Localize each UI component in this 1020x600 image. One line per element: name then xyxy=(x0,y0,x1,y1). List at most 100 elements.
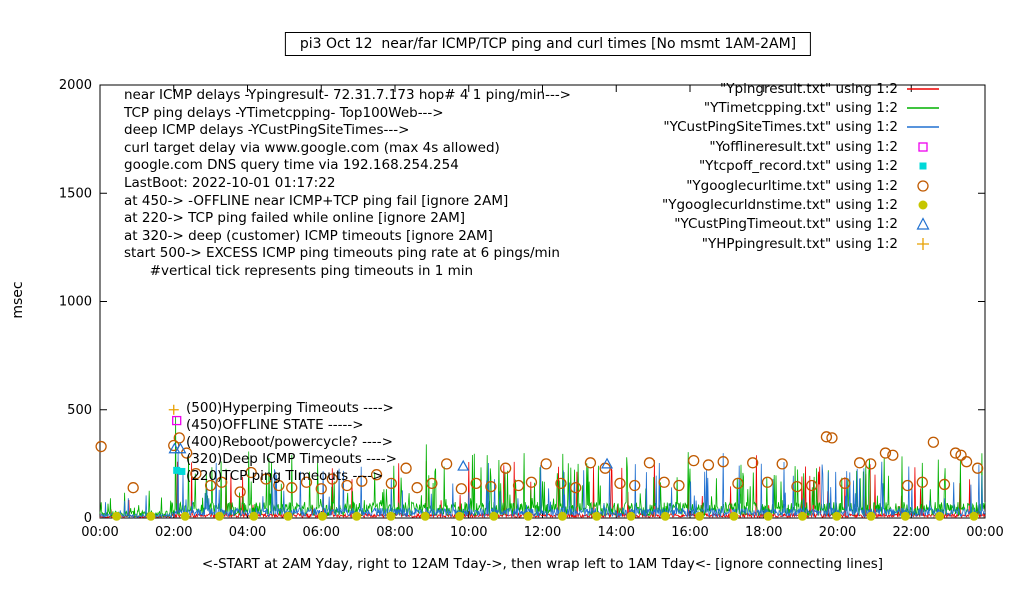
series-point-ygooglecurltime-txt xyxy=(747,457,759,469)
series-point-ygooglecurldnstime-txt xyxy=(695,511,705,521)
event-label-450: (450)OFFLINE STATE -----> xyxy=(186,417,364,433)
series-point-ygooglecurltime-txt xyxy=(820,431,833,443)
series-point-ygooglecurltime-txt xyxy=(839,477,851,490)
legend-row: "YCustPingSiteTimes.txt" using 1:2 xyxy=(662,118,942,137)
series-point-ygooglecurltime-txt xyxy=(190,467,202,480)
series-point-ygooglecurltime-txt xyxy=(385,477,397,490)
series-point-ygooglecurltime-txt xyxy=(658,476,670,488)
open-circle-icon xyxy=(904,179,942,193)
series-point-ygooglecurldnstime-txt xyxy=(900,511,910,521)
series-point-ygooglecurldnstime-txt xyxy=(489,511,499,521)
series-point-ygooglecurltime-txt xyxy=(245,466,257,479)
plus-marker-icon xyxy=(904,237,942,251)
info-line: at 320-> deep (customer) ICMP timeouts [… xyxy=(124,227,493,244)
series-point-ygooglecurltime-txt xyxy=(717,456,729,468)
legend-label: "YTimetcpping.txt" using 1:2 xyxy=(703,100,898,117)
series-point-ygooglecurldnstime-txt xyxy=(146,511,156,521)
x-tick-label: 16:00 xyxy=(671,525,708,540)
series-point-ygooglecurltime-txt xyxy=(273,479,285,492)
green-line-sample-icon xyxy=(904,101,942,115)
info-line: start 500-> EXCESS ICMP ping timeouts pi… xyxy=(124,245,560,262)
series-point-ygooglecurltime-txt xyxy=(938,478,951,491)
y-tick-label: 1000 xyxy=(59,295,92,310)
series-point-ygooglecurltime-txt xyxy=(127,482,139,494)
series-point-ygooglecurldnstime-txt xyxy=(626,511,636,521)
y-tick-label: 1500 xyxy=(59,186,92,201)
series-point-yhppingresult-txt xyxy=(168,404,179,415)
x-tick-label: 04:00 xyxy=(229,525,266,540)
series-point-ygooglecurltime-txt xyxy=(949,447,962,459)
x-tick-label: 14:00 xyxy=(598,525,635,540)
x-tick-label: 20:00 xyxy=(819,525,856,540)
series-point-ygooglecurldnstime-txt xyxy=(797,511,807,521)
series-point-ygooglecurltime-txt xyxy=(971,462,984,474)
series-point-ygooglecurltime-txt xyxy=(688,454,700,467)
series-point-ygooglecurltime-txt xyxy=(173,432,185,444)
series-point-ygooglecurltime-txt xyxy=(901,479,914,492)
series-point-ygooglecurltime-txt xyxy=(570,482,582,494)
info-line: at 450-> -OFFLINE near ICMP+TCP ping fai… xyxy=(124,192,509,209)
legend-row: "Ygooglecurltime.txt" using 1:2 xyxy=(662,176,942,195)
series-point-ygooglecurltime-txt xyxy=(356,475,368,487)
series-point-ygooglecurltime-txt xyxy=(806,479,818,492)
series-point-ygooglecurldnstime-txt xyxy=(969,511,979,521)
x-tick-label: 00:00 xyxy=(81,525,118,540)
y-tick-label: 0 xyxy=(84,511,92,526)
series-point-ygooglecurltime-txt xyxy=(853,457,866,469)
y-axis-label: msec xyxy=(10,281,26,319)
x-tick-label: 06:00 xyxy=(303,525,340,540)
legend-label: "Ygooglecurltime.txt" using 1:2 xyxy=(686,177,898,194)
series-point-ygooglecurltime-txt xyxy=(440,458,453,470)
y-tick-label: 500 xyxy=(67,403,92,418)
event-label-220: (220)TCP ping TImeouts ----> xyxy=(186,468,384,484)
x-axis-label: <-START at 2AM Yday, right to 12AM Tday-… xyxy=(201,556,884,572)
series-point-ygooglecurldnstime-txt xyxy=(249,511,259,521)
series-point-ygooglecurldnstime-txt xyxy=(112,511,122,521)
series-point-ygooglecurltime-txt xyxy=(776,458,788,470)
series-point-ygooglecurldnstime-txt xyxy=(420,511,430,521)
series-line-ycustpingsitetimes-txt xyxy=(99,453,986,519)
series-point-ygooglecurltime-txt xyxy=(761,476,774,488)
legend-label: "YCustPingSiteTimes.txt" using 1:2 xyxy=(663,119,898,136)
info-line: LastBoot: 2022-10-01 01:17:22 xyxy=(124,174,336,191)
x-tick-label: 22:00 xyxy=(893,525,930,540)
series-point-ygooglecurltime-txt xyxy=(315,483,327,495)
series-point-ygooglecurltime-txt xyxy=(791,480,803,493)
series-point-ygooglecurltime-txt xyxy=(555,477,567,490)
legend-label: "Yofflineresult.txt" using 1:2 xyxy=(709,138,898,155)
series-point-ycustpingtimeout-txt xyxy=(168,442,181,454)
x-tick-label: 18:00 xyxy=(745,525,782,540)
legend-row: "Yofflineresult.txt" using 1:2 xyxy=(662,137,942,156)
legend-label: "YHPpingresult.txt" using 1:2 xyxy=(701,235,898,252)
series-point-yofflineresult-txt xyxy=(172,415,182,426)
series-point-ygooglecurltime-txt xyxy=(955,449,967,461)
series-point-ygooglecurltime-txt xyxy=(879,447,892,459)
series-point-ygooglecurltime-txt xyxy=(629,479,641,492)
series-point-ygooglecurldnstime-txt xyxy=(214,511,224,521)
legend-row: "YHPpingresult.txt" using 1:2 xyxy=(662,234,942,253)
legend-row: "YTimetcpping.txt" using 1:2 xyxy=(662,98,942,117)
blue-line-sample-icon xyxy=(904,120,942,134)
series-point-ytcpoff-record-txt xyxy=(178,467,186,475)
series-point-ygooglecurltime-txt xyxy=(300,476,313,488)
legend-label: "Ypingresult.txt" using 1:2 xyxy=(720,80,898,97)
filled-circle-icon xyxy=(904,198,942,212)
event-label-500: (500)Hyperping Timeouts ----> xyxy=(186,400,394,416)
series-point-ygooglecurltime-txt xyxy=(455,483,468,495)
series-point-ygooglecurldnstime-txt xyxy=(832,511,842,521)
series-point-ygooglecurltime-txt xyxy=(341,479,353,492)
info-line: at 220-> TCP ping failed while online [i… xyxy=(124,210,466,227)
series-point-ygooglecurltime-txt xyxy=(286,482,298,494)
series-point-ygooglecurltime-txt xyxy=(887,449,899,461)
series-point-ygooglecurltime-txt xyxy=(485,480,497,493)
y-tick-label: 2000 xyxy=(59,78,92,93)
open-square-icon xyxy=(904,140,942,154)
series-point-ygooglecurldnstime-txt xyxy=(763,511,773,521)
legend-row: "Ypingresult.txt" using 1:2 xyxy=(662,79,942,98)
red-line-sample-icon xyxy=(904,82,942,96)
info-line: #vertical tick represents ping timeouts … xyxy=(124,262,474,279)
series-point-ygooglecurltime-txt xyxy=(426,477,438,490)
series-point-ygooglecurltime-txt xyxy=(643,457,656,469)
series-point-ygooglecurldnstime-txt xyxy=(386,511,396,521)
